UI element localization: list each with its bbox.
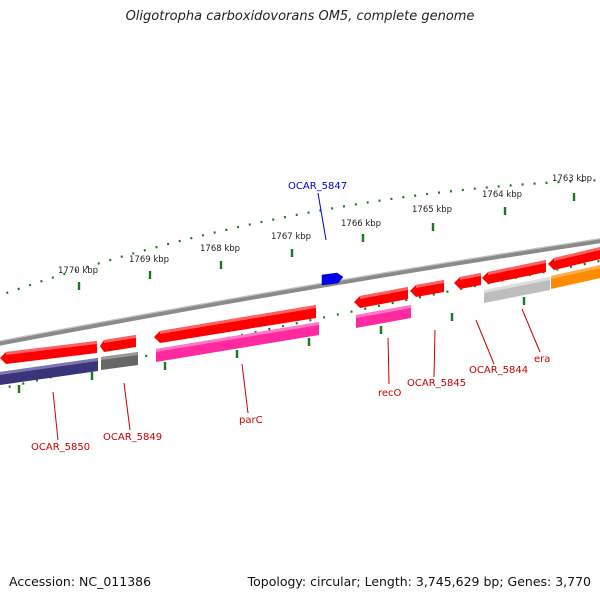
scale-label-1763: 1763 kbp [552,174,592,184]
label-era: era [534,354,550,365]
genome-backbone [0,238,600,346]
scale-label-1765: 1765 kbp [412,205,452,215]
accession-text: Accession: NC_011386 [9,574,152,589]
gene-row [0,264,600,385]
cds-row [0,247,600,364]
label-leaders [52,192,541,441]
label-ocar-5845: OCAR_5845 [407,378,466,389]
gene-ocar-5850[interactable] [0,358,98,385]
map-title: Oligotropha carboxidovorans OM5, complet… [125,9,475,24]
label-parc: parC [239,415,263,426]
label-ocar-5847: OCAR_5847 [288,181,347,192]
scale-label-1768: 1768 kbp [200,244,240,254]
genome-summary-text: Topology: circular; Length: 3,745,629 bp… [247,574,591,589]
gene-parc[interactable] [156,322,319,362]
scale-label-1766: 1766 kbp [341,219,381,229]
major-ticks [77,193,576,290]
label-reco: recO [378,388,402,399]
label-ocar-5844: OCAR_5844 [469,365,528,376]
gene-ocar-5847[interactable] [321,272,344,286]
label-ocar-5849: OCAR_5849 [103,432,162,443]
scale-label-1764: 1764 kbp [482,190,522,200]
gene-era[interactable] [484,277,550,303]
gene-next[interactable] [551,264,600,289]
inner-major-ticks [17,297,526,393]
scale-label-1769: 1769 kbp [129,255,169,265]
gene-reco[interactable] [356,305,411,328]
scale-label-1767: 1767 kbp [271,232,311,242]
genome-backbone-highlight [0,238,600,342]
label-ocar-5850: OCAR_5850 [31,442,90,453]
scale-label-1770: 1770 kbp [58,266,98,276]
